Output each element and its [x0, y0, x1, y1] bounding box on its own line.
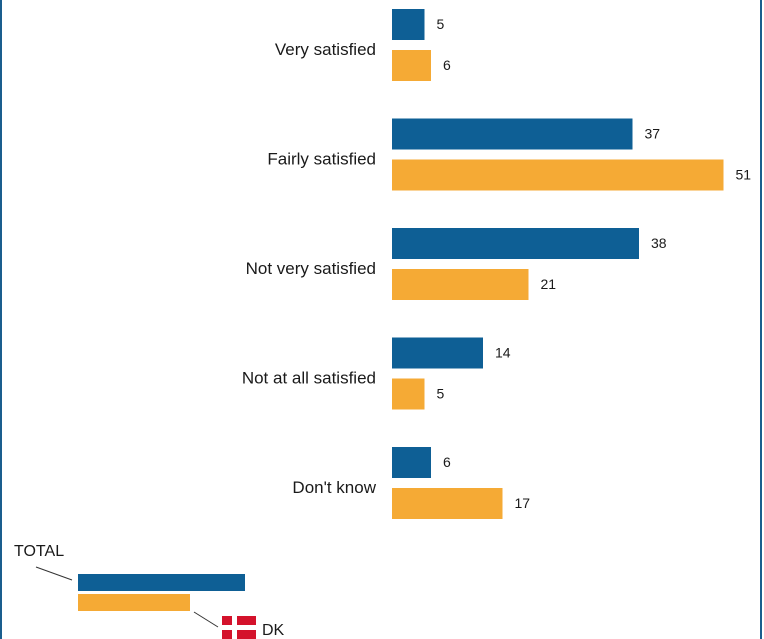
bar-total-very-satisfied [392, 9, 425, 40]
value-label-dk-very-satisfied: 6 [443, 57, 451, 73]
category-label-fairly-satisfied: Fairly satisfied [267, 150, 376, 169]
value-label-total-not-at-all-satisfied: 14 [495, 345, 511, 361]
legend-dk-leader [193, 611, 219, 628]
bar-dk-fairly-satisfied [392, 159, 724, 191]
danish-flag-icon [222, 616, 256, 639]
value-label-dk-fairly-satisfied: 51 [736, 167, 752, 183]
bar-total-don-t-know [392, 447, 431, 478]
bar-total-fairly-satisfied [392, 118, 633, 150]
category-label-very-satisfied: Very satisfied [275, 40, 376, 59]
legend-total-leader [35, 566, 73, 581]
category-label-not-very-satisfied: Not very satisfied [246, 259, 376, 278]
bar-dk-very-satisfied [392, 50, 431, 81]
legend-dk-label: DK [262, 622, 285, 639]
value-label-dk-not-at-all-satisfied: 5 [437, 386, 445, 402]
category-label-don-t-know: Don't know [292, 478, 376, 497]
bar-dk-don-t-know [392, 488, 503, 519]
value-label-dk-don-t-know: 17 [515, 495, 531, 511]
bar-dk-not-very-satisfied [392, 269, 529, 300]
bar-total-not-at-all-satisfied [392, 337, 483, 369]
legend-total-label: TOTAL [14, 543, 64, 560]
bars-group: Very satisfied 5 6 Fairly satisfied 37 51 Not … [242, 9, 751, 519]
value-label-total-not-very-satisfied: 38 [651, 235, 667, 251]
value-label-dk-not-very-satisfied: 21 [541, 276, 557, 292]
category-label-not-at-all-satisfied: Not at all satisfied [242, 369, 376, 388]
value-label-total-very-satisfied: 5 [437, 16, 445, 32]
legend: TOTAL DK [14, 543, 285, 639]
value-label-total-don-t-know: 6 [443, 454, 451, 470]
bar-total-not-very-satisfied [392, 228, 639, 259]
legend-total-swatch [78, 574, 245, 591]
value-label-total-fairly-satisfied: 37 [645, 126, 661, 142]
bar-dk-not-at-all-satisfied [392, 378, 425, 410]
legend-dk-swatch [78, 594, 190, 611]
